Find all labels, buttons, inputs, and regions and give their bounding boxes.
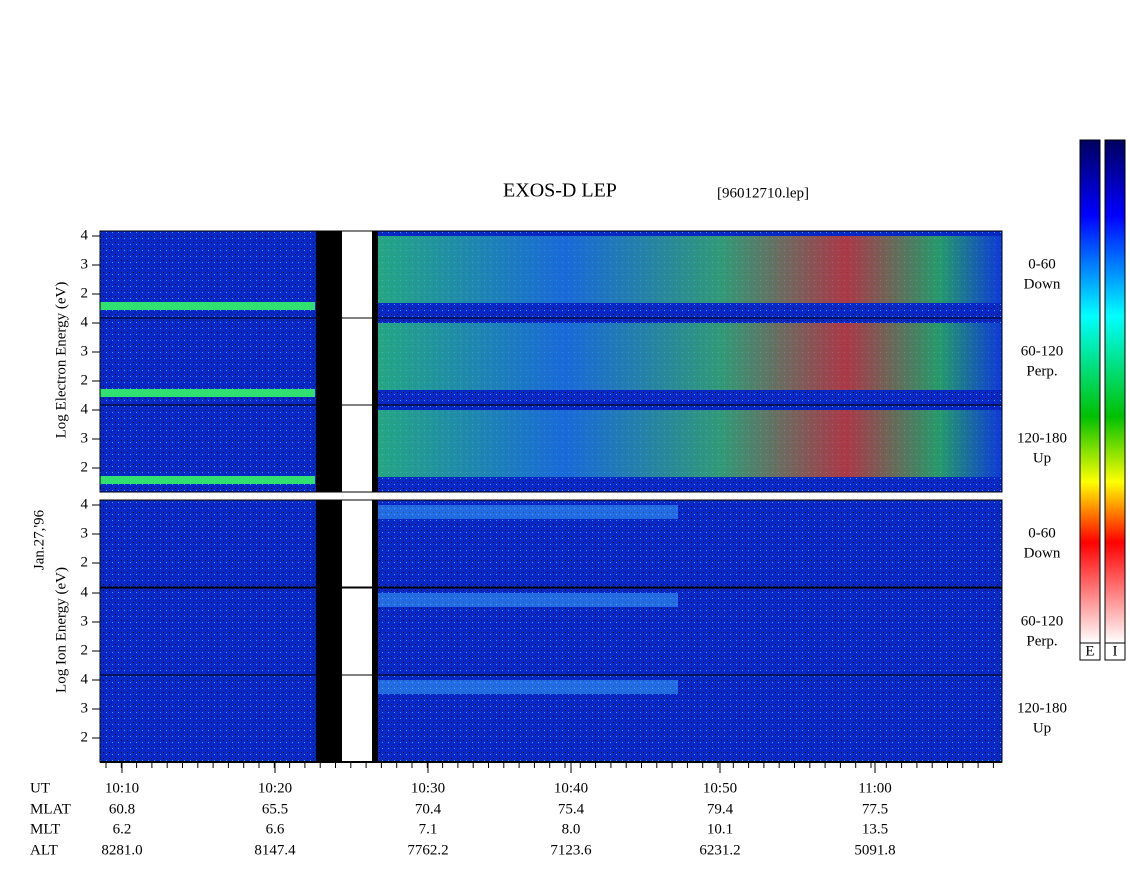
y-tick-label: 2 [81, 459, 89, 475]
panel-angle: 120-180 [1017, 700, 1067, 716]
panel-direction: Up [1033, 720, 1051, 736]
ephemeris-label: MLAT [30, 801, 71, 817]
data-gap [316, 231, 342, 318]
panel-direction: Perp. [1026, 633, 1057, 649]
ion-flux [378, 680, 678, 694]
data-gap [342, 675, 372, 762]
ephemeris-value: 5091.8 [854, 842, 895, 858]
colorbar-i [1104, 139, 1126, 644]
panel-angle: 120-180 [1017, 430, 1067, 446]
ephemeris-label: MLT [30, 821, 60, 837]
y-tick-label: 2 [81, 729, 89, 745]
data-gap [372, 318, 378, 405]
ephemeris-value: 10:10 [105, 780, 139, 796]
ephemeris-value: 6.2 [113, 821, 132, 837]
data-gap [342, 500, 372, 587]
panel-direction: Perp. [1026, 363, 1057, 379]
ion-flux [378, 593, 678, 607]
ion-flux [378, 505, 678, 519]
ephemeris-label: ALT [30, 842, 58, 858]
electron-band [100, 389, 315, 397]
data-gap [372, 231, 378, 318]
electron-y-label: Log Electron Energy (eV) [53, 282, 69, 439]
panel-frame [99, 404, 1003, 493]
ephemeris-value: 77.5 [862, 801, 888, 817]
ephemeris-value: 6.6 [266, 821, 285, 837]
data-gap [372, 500, 378, 587]
date: Jan.27,'96 [31, 509, 47, 570]
colorbar-label-box [1079, 642, 1101, 661]
ephemeris-value: 10:30 [411, 780, 445, 796]
data-gap [342, 405, 372, 492]
ion-y-label: Log Ion Energy (eV) [53, 567, 69, 693]
panel-angle: 60-120 [1021, 343, 1064, 359]
ephemeris-value: 10.1 [707, 821, 733, 837]
y-tick-label: 4 [81, 227, 89, 243]
electron-flux [378, 236, 1002, 303]
colorbar-label: E [1085, 643, 1094, 659]
data-gap [342, 588, 372, 675]
ephemeris-value: 10:50 [703, 780, 737, 796]
ephemeris-value: 7.1 [419, 821, 438, 837]
y-tick-label: 3 [81, 256, 89, 272]
ephemeris-label: UT [30, 780, 50, 796]
title: EXOS-D LEP [503, 180, 617, 202]
y-tick-label: 3 [81, 700, 89, 716]
panel-angle: 60-120 [1021, 613, 1064, 629]
ephemeris-value: 8281.0 [101, 842, 142, 858]
data-gap [316, 588, 342, 675]
ephemeris-value: 6231.2 [699, 842, 740, 858]
ephemeris-value: 60.8 [109, 801, 135, 817]
y-tick-label: 2 [81, 285, 89, 301]
panel-angle: 0-60 [1028, 525, 1056, 541]
ephemeris-value: 7762.2 [407, 842, 448, 858]
y-tick-label: 3 [81, 430, 89, 446]
ephemeris-value: 10:20 [258, 780, 292, 796]
panel-frame [99, 499, 1003, 588]
electron-band [100, 302, 315, 310]
electron-flux [378, 323, 1002, 390]
colorbar-label: I [1113, 643, 1118, 659]
y-tick-label: 2 [81, 372, 89, 388]
electron-flux [378, 410, 1002, 477]
data-gap [316, 318, 342, 405]
ephemeris-value: 13.5 [862, 821, 888, 837]
data-gap [316, 500, 342, 587]
colorbar-e [1079, 139, 1101, 644]
ephemeris-value: 65.5 [262, 801, 288, 817]
y-tick-label: 4 [81, 584, 89, 600]
data-gap [372, 405, 378, 492]
y-tick-label: 4 [81, 314, 89, 330]
y-tick-label: 3 [81, 525, 89, 541]
data-gap [342, 318, 372, 405]
electron-band [100, 476, 315, 484]
colorbar-label-box [1104, 642, 1126, 661]
data-gap [372, 675, 378, 762]
panel-angle: 0-60 [1028, 256, 1056, 272]
ephemeris-value: 75.4 [558, 801, 585, 817]
y-tick-label: 4 [81, 401, 89, 417]
file-name: [96012710.lep] [717, 185, 809, 201]
ephemeris-value: 79.4 [707, 801, 734, 817]
y-tick-label: 4 [81, 671, 89, 687]
ephemeris-value: 70.4 [415, 801, 442, 817]
panel-direction: Down [1024, 276, 1061, 292]
panel-direction: Up [1033, 450, 1051, 466]
ephemeris-value: 10:40 [554, 780, 588, 796]
ephemeris-value: 11:00 [858, 780, 892, 796]
y-tick-label: 2 [81, 642, 89, 658]
data-gap [316, 405, 342, 492]
data-gap [316, 675, 342, 762]
panel-direction: Down [1024, 545, 1061, 561]
y-tick-label: 3 [81, 613, 89, 629]
ephemeris-value: 7123.6 [550, 842, 592, 858]
data-gap [372, 588, 378, 675]
ephemeris-value: 8147.4 [254, 842, 296, 858]
y-tick-label: 4 [81, 496, 89, 512]
ephemeris-value: 8.0 [562, 821, 581, 837]
data-gap [342, 231, 372, 318]
y-tick-label: 3 [81, 343, 89, 359]
y-tick-label: 2 [81, 554, 89, 570]
